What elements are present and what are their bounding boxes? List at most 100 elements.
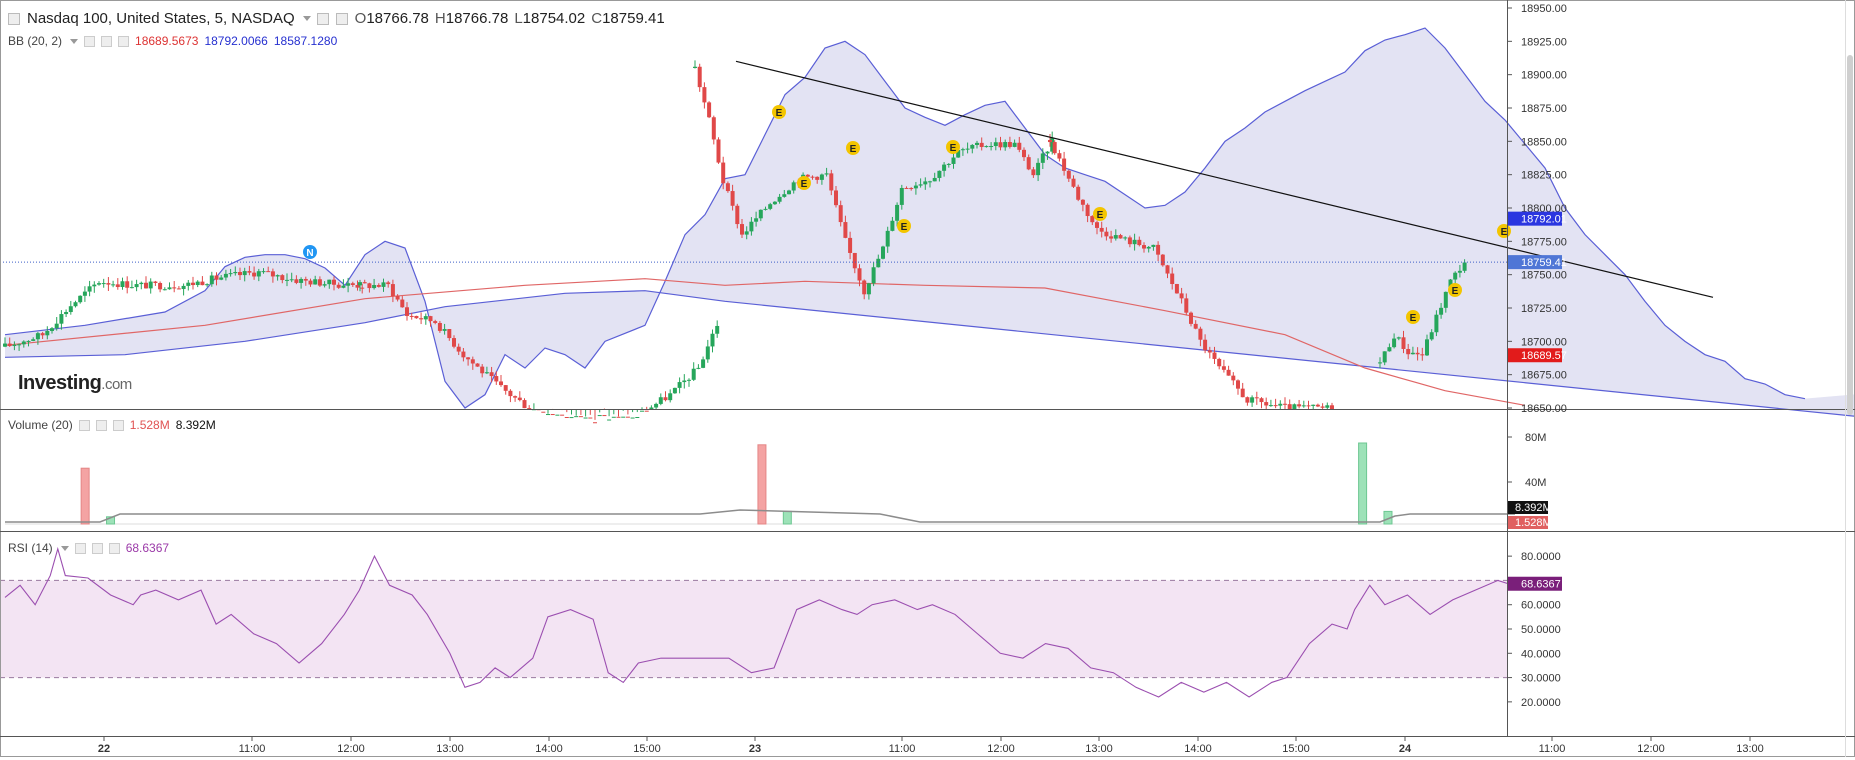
candle-body (658, 397, 663, 404)
candle-body (705, 346, 710, 360)
event-marker-label: E (901, 222, 908, 233)
candle-body (419, 318, 424, 320)
volume-bar (757, 444, 767, 525)
candle-body (362, 282, 367, 284)
rsi-tick-label: 20.0000 (1521, 697, 1561, 709)
volume-label[interactable]: Volume (20) (8, 418, 73, 432)
visibility-icon[interactable] (335, 12, 348, 25)
time-tick-label: 12:00 (1637, 743, 1665, 755)
price-tick-label: 18700.00 (1521, 336, 1567, 348)
close-icon[interactable] (112, 419, 124, 431)
chevron-down-icon[interactable] (60, 545, 69, 551)
event-marker-label: E (950, 143, 957, 154)
candle-body (1392, 338, 1397, 348)
candle-body (238, 271, 242, 276)
chevron-down-icon[interactable] (70, 38, 79, 44)
candle-body (181, 285, 186, 290)
bb-upper-value: 18792.0066 (204, 34, 268, 48)
bb-legend: BB (20, 2) 18689.5673 18792.0066 18587.1… (8, 34, 337, 48)
close-label: C (591, 10, 603, 27)
candle-body (1165, 265, 1170, 274)
settings-icon[interactable] (95, 419, 107, 431)
close-icon[interactable] (118, 35, 130, 47)
time-tick-label: 22 (98, 743, 110, 755)
candle-body (1207, 350, 1212, 353)
candle-body (475, 363, 480, 367)
candle-body (125, 281, 130, 288)
candle-body (45, 330, 50, 336)
settings-icon[interactable] (316, 12, 329, 25)
symbol-name[interactable]: Nasdaq 100, United States, 5, NASDAQ (27, 10, 295, 27)
candle-body (1415, 352, 1420, 355)
candle-body (876, 258, 881, 268)
candle-body (1401, 337, 1406, 349)
candle-body (1457, 270, 1462, 273)
candle-body (857, 268, 862, 281)
candle-body (1189, 312, 1193, 324)
candle-body (984, 146, 989, 148)
candle-body (843, 222, 848, 238)
rsi-tick-label: 40.0000 (1521, 648, 1561, 660)
candle-body (1057, 153, 1062, 159)
candle-body (409, 315, 414, 317)
candle-body (1184, 298, 1189, 313)
candle-body (593, 422, 597, 424)
candle-body (1245, 397, 1250, 403)
candle-body (1160, 254, 1165, 266)
chevron-down-icon[interactable] (302, 16, 311, 21)
candle-body (346, 283, 351, 286)
candle-body (484, 372, 489, 374)
candle-body (285, 279, 289, 281)
price-tick-label: 18875.00 (1521, 103, 1567, 115)
candle-body (701, 359, 706, 368)
candle-body (975, 142, 979, 145)
candle-body (1325, 405, 1330, 408)
candle-body (815, 176, 820, 180)
candle-body (1250, 397, 1255, 403)
candle-body (423, 316, 428, 320)
candle-body (64, 312, 69, 315)
candle-body (1420, 354, 1425, 356)
candle-body (555, 414, 560, 416)
candle-body (687, 379, 691, 381)
candle-body (1203, 339, 1208, 351)
candle-body (167, 287, 172, 290)
candle-body (68, 306, 73, 313)
candle-body (1052, 142, 1057, 154)
price-tick-label: 18925.00 (1521, 36, 1567, 48)
candle-body (654, 403, 659, 408)
candle-body (256, 271, 261, 277)
candle-body (1007, 142, 1012, 147)
visibility-icon[interactable] (74, 542, 86, 554)
event-marker-label: E (801, 179, 808, 190)
rsi-tick-label: 30.0000 (1521, 673, 1561, 685)
candle-body (134, 284, 139, 288)
price-tick-label: 18825.00 (1521, 170, 1567, 182)
volume-tick-label: 80M (1525, 432, 1546, 444)
candle-body (442, 329, 447, 331)
settings-icon[interactable] (101, 35, 113, 47)
close-icon[interactable] (108, 542, 120, 554)
visibility-icon[interactable] (84, 35, 96, 47)
time-tick-label: 13:00 (1085, 743, 1113, 755)
visibility-icon[interactable] (78, 419, 90, 431)
candle-body (12, 344, 17, 347)
candle-body (275, 275, 280, 277)
time-tick-label: 11:00 (1539, 743, 1566, 755)
rsi-label[interactable]: RSI (14) (8, 541, 53, 555)
settings-icon[interactable] (91, 542, 103, 554)
bb-label[interactable]: BB (20, 2) (8, 34, 63, 48)
time-tick-label: 23 (749, 743, 761, 755)
collapse-icon[interactable] (8, 12, 20, 25)
candle-body (668, 393, 673, 401)
candle-body (1048, 140, 1052, 143)
candle-body (1113, 235, 1118, 239)
candle-body (735, 205, 740, 225)
candle-body (73, 302, 78, 307)
candle-body (569, 417, 574, 419)
candle-body (970, 144, 975, 149)
candle-body (810, 176, 815, 178)
candle-body (932, 177, 937, 182)
